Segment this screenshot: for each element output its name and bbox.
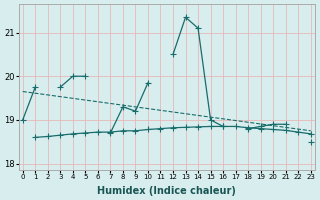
X-axis label: Humidex (Indice chaleur): Humidex (Indice chaleur) — [97, 186, 236, 196]
